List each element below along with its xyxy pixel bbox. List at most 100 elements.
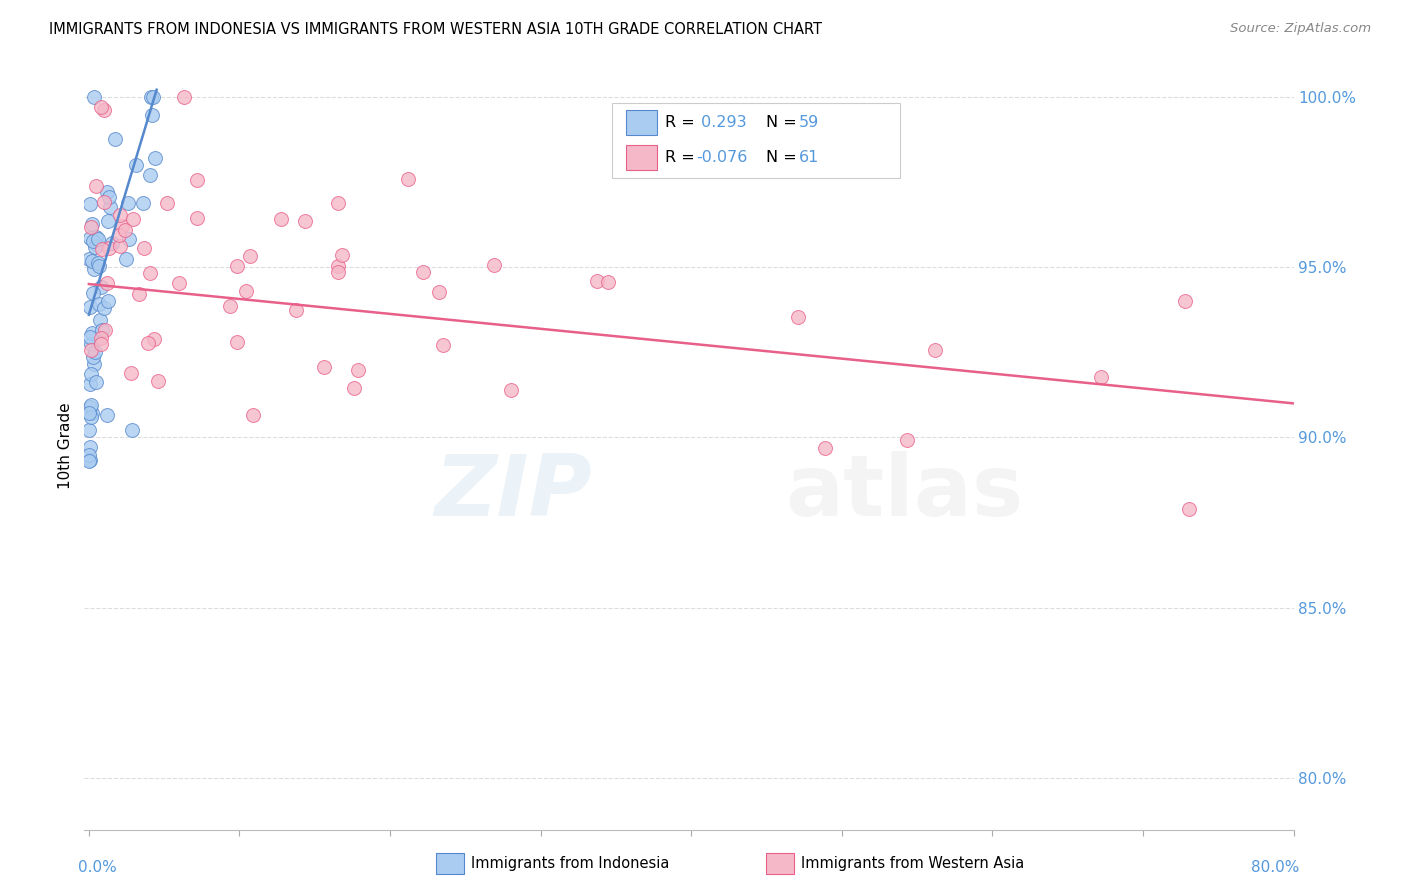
- Point: [141, 89, 163, 103]
- Point: [96, 186, 118, 200]
- Point: [117, 196, 139, 211]
- Point: [91, 242, 114, 256]
- Point: [332, 248, 354, 262]
- Point: [77, 252, 100, 266]
- Point: [1174, 294, 1197, 309]
- Point: [585, 274, 607, 288]
- Point: [139, 168, 162, 182]
- Text: Source: ZipAtlas.com: Source: ZipAtlas.com: [1230, 22, 1371, 36]
- Point: [83, 261, 105, 276]
- Point: [80, 406, 103, 420]
- Point: [80, 399, 103, 413]
- Point: [83, 345, 105, 359]
- Point: [239, 249, 262, 263]
- Point: [80, 343, 103, 358]
- Point: [326, 259, 349, 273]
- Text: 80.0%: 80.0%: [1251, 860, 1299, 875]
- Point: [87, 296, 110, 310]
- Point: [242, 408, 264, 422]
- Point: [814, 441, 837, 455]
- Point: [80, 336, 103, 351]
- Point: [93, 103, 115, 117]
- Point: [110, 208, 132, 222]
- Point: [270, 211, 292, 226]
- Text: 0.0%: 0.0%: [79, 860, 117, 875]
- Point: [108, 238, 131, 252]
- Point: [924, 343, 946, 357]
- Y-axis label: 10th Grade: 10th Grade: [58, 402, 73, 490]
- Point: [82, 350, 104, 364]
- Point: [343, 381, 366, 395]
- Point: [97, 294, 120, 309]
- Point: [186, 173, 208, 187]
- Point: [96, 276, 118, 290]
- Point: [139, 266, 162, 280]
- Text: ZIP: ZIP: [434, 450, 592, 533]
- Point: [501, 383, 523, 397]
- Point: [186, 211, 208, 226]
- Point: [108, 228, 131, 243]
- Point: [79, 376, 101, 391]
- Point: [98, 241, 121, 255]
- Point: [396, 172, 419, 186]
- Point: [1090, 369, 1112, 384]
- Point: [235, 285, 257, 299]
- Point: [90, 331, 112, 345]
- Point: [98, 200, 121, 214]
- Point: [121, 423, 143, 437]
- Point: [115, 252, 138, 266]
- Text: Immigrants from Western Asia: Immigrants from Western Asia: [801, 856, 1025, 871]
- Point: [79, 454, 101, 468]
- Text: 61: 61: [799, 151, 818, 165]
- Text: 0.293: 0.293: [696, 115, 747, 129]
- Point: [77, 406, 100, 420]
- Point: [226, 259, 249, 273]
- Point: [128, 286, 150, 301]
- Point: [111, 219, 134, 234]
- Point: [79, 400, 101, 414]
- Point: [83, 240, 105, 254]
- Point: [484, 258, 506, 272]
- Point: [79, 453, 101, 467]
- Point: [148, 374, 170, 388]
- Point: [142, 89, 165, 103]
- Text: 59: 59: [799, 115, 818, 129]
- Point: [120, 367, 142, 381]
- Point: [169, 277, 191, 291]
- Point: [427, 285, 450, 299]
- Point: [596, 275, 619, 289]
- Text: N =: N =: [766, 151, 803, 165]
- Point: [786, 310, 808, 324]
- Point: [219, 299, 242, 313]
- Point: [79, 196, 101, 211]
- Point: [173, 89, 195, 103]
- Point: [132, 241, 155, 255]
- Point: [156, 195, 179, 210]
- Point: [90, 280, 112, 294]
- Point: [143, 151, 166, 165]
- Point: [432, 338, 454, 352]
- Point: [90, 323, 112, 337]
- Point: [79, 440, 101, 454]
- Point: [347, 362, 370, 376]
- Point: [93, 301, 115, 316]
- Point: [79, 219, 101, 234]
- Point: [312, 359, 335, 374]
- Point: [118, 232, 141, 246]
- Text: -0.076: -0.076: [696, 151, 748, 165]
- Point: [93, 194, 115, 209]
- Point: [896, 433, 918, 447]
- Point: [79, 330, 101, 344]
- Text: R =: R =: [665, 151, 700, 165]
- Point: [82, 286, 104, 301]
- Point: [101, 236, 124, 251]
- Text: N =: N =: [766, 115, 803, 129]
- Point: [87, 256, 110, 270]
- Text: IMMIGRANTS FROM INDONESIA VS IMMIGRANTS FROM WESTERN ASIA 10TH GRADE CORRELATION: IMMIGRANTS FROM INDONESIA VS IMMIGRANTS …: [49, 22, 823, 37]
- Point: [89, 313, 111, 327]
- Point: [80, 410, 103, 425]
- Text: Immigrants from Indonesia: Immigrants from Indonesia: [471, 856, 669, 871]
- Point: [84, 178, 107, 193]
- Point: [83, 358, 105, 372]
- Point: [82, 218, 104, 232]
